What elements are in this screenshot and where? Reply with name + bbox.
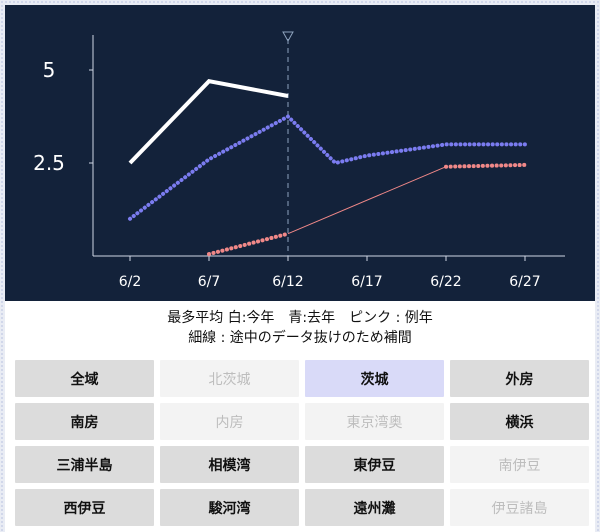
x-tick-label: 6/7 [198, 274, 221, 290]
interpolation-note: 細線 : 途中のデータ抜けのため補間 [188, 330, 412, 346]
region-button: 伊豆諸島 [450, 489, 589, 526]
series-line-usual [444, 162, 527, 169]
region-button[interactable]: 外房 [450, 360, 589, 397]
x-tick-label: 6/22 [430, 274, 461, 290]
region-button[interactable]: 全域 [15, 360, 154, 397]
x-tick-label: 6/2 [119, 274, 142, 290]
x-tick-label: 6/27 [509, 274, 540, 290]
region-button-grid: 全域 北茨城 茨城 外房南房 内房 東京湾奥 横浜三浦半島 相模湾 東伊豆 南伊豆西伊豆 駿河湾 遠州… [15, 360, 589, 526]
y-tick-label: 5 [43, 58, 56, 82]
series-line-usual [207, 231, 290, 257]
region-button[interactable]: 西伊豆 [15, 489, 154, 526]
series-line-last-year [128, 114, 527, 221]
x-tick-label: 6/12 [272, 274, 303, 290]
region-button: 南伊豆 [450, 446, 589, 483]
chart-panel: 5 2.5 6/2 6/7 6/12 6/17 6/22 6/27 [5, 5, 595, 301]
region-button: 内房 [160, 403, 299, 440]
region-button[interactable]: 三浦半島 [15, 446, 154, 483]
region-button[interactable]: 駿河湾 [160, 489, 299, 526]
marker-triangle-icon [282, 31, 294, 43]
series-line-this-year [128, 79, 289, 165]
region-button[interactable]: 遠州灘 [305, 489, 444, 526]
catch-report-card: 5 2.5 6/2 6/7 6/12 6/17 6/22 6/27 最多平均 白:今年 青:去… [5, 5, 595, 532]
region-button: 北茨城 [160, 360, 299, 397]
region-button: 東京湾奥 [305, 403, 444, 440]
y-tick-label: 2.5 [33, 151, 65, 175]
region-button[interactable]: 横浜 [450, 403, 589, 440]
region-button[interactable]: 茨城 [305, 360, 444, 397]
region-button[interactable]: 南房 [15, 403, 154, 440]
x-tick-label: 6/17 [351, 274, 382, 290]
region-button[interactable]: 相模湾 [160, 446, 299, 483]
region-button[interactable]: 東伊豆 [305, 446, 444, 483]
legend-caption: 最多平均 白:今年 青:去年 ピンク : 例年 [167, 310, 433, 326]
chart-caption: 最多平均 白:今年 青:去年 ピンク : 例年 細線 : 途中のデータ抜けのため… [5, 308, 595, 348]
line-chart: 5 2.5 6/2 6/7 6/12 6/17 6/22 6/27 [33, 31, 565, 290]
series-line-usual-interpolated [287, 166, 447, 235]
